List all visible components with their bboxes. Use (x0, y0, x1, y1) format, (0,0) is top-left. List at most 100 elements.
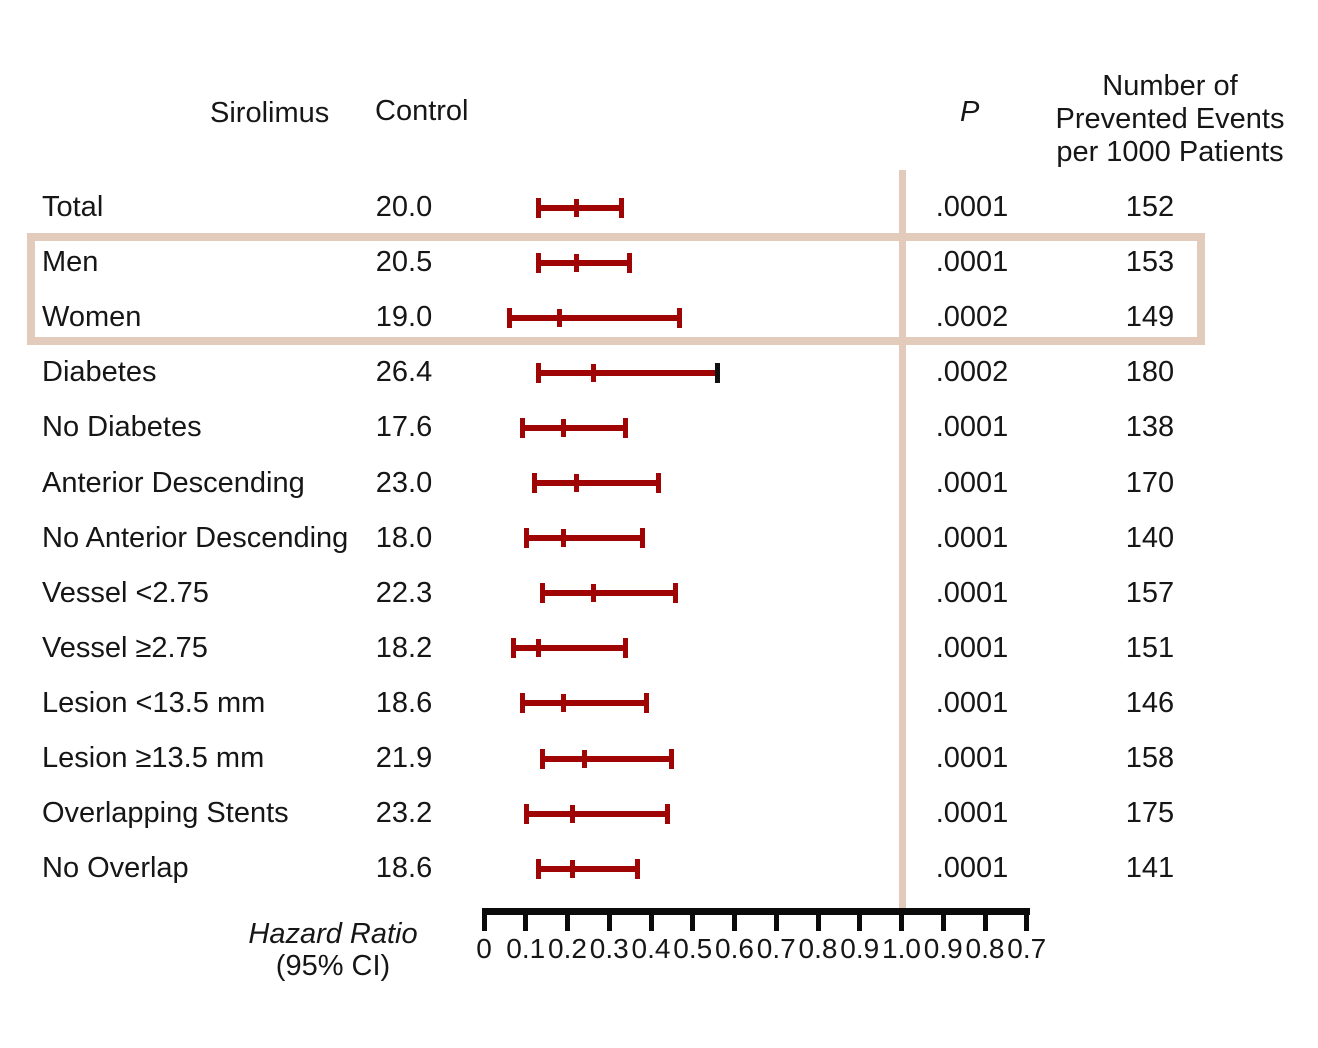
ci-point-tick (561, 529, 567, 548)
x-axis-tick-label: 0.5 (673, 933, 713, 964)
events-value: 141 (1125, 852, 1175, 885)
x-axis-tick (773, 908, 779, 931)
control-value: 19.0 (375, 301, 433, 334)
events-value: 140 (1125, 521, 1175, 554)
x-axis-tick (481, 908, 487, 931)
x-axis-tick (982, 908, 988, 931)
ci-right-cap (656, 473, 662, 493)
ci-left-cap (536, 197, 542, 218)
ci-left-cap (511, 638, 517, 659)
x-axis-tick (648, 908, 654, 931)
ci-left-cap (523, 528, 529, 549)
ci-left-cap (523, 803, 529, 824)
table-row: Women 19.0 .0002 149 (0, 290, 1318, 345)
ci-right-cap (668, 748, 674, 769)
ci-point-tick (582, 749, 588, 768)
column-header-p: P (960, 96, 980, 128)
events-header-line3: per 1000 Patients (1056, 136, 1284, 168)
ci-right-cap (677, 307, 683, 328)
ci-point-tick (573, 253, 579, 272)
p-value: .0001 (935, 852, 1009, 885)
row-label: Lesion ≥13.5 mm (42, 742, 265, 774)
table-row: Overlapping Stents 23.2 .0001 175 (0, 786, 1318, 841)
x-axis-tick (690, 908, 696, 931)
x-axis-tick (606, 908, 612, 931)
table-row: Men 20.5 .0001 153 (0, 235, 1318, 290)
events-value: 157 (1125, 576, 1175, 609)
ci-left-cap (519, 693, 525, 714)
ci-point-tick (557, 308, 563, 327)
ci-left-cap (536, 252, 542, 273)
events-value: 175 (1125, 797, 1175, 830)
ci-point-tick (569, 804, 575, 823)
control-value: 18.6 (375, 852, 433, 885)
table-row: No Diabetes 17.6 .0001 138 (0, 400, 1318, 455)
events-value: 146 (1125, 686, 1175, 719)
p-value: .0001 (935, 246, 1009, 279)
x-axis-tick-label: 0.2 (548, 933, 587, 964)
ci-line (509, 314, 681, 321)
row-label: No Diabetes (42, 411, 202, 444)
table-row: Diabetes 26.4 .0002 180 (0, 345, 1318, 400)
men-women-highlight-box (27, 233, 1205, 345)
row-label: Overlapping Stents (42, 797, 289, 830)
x-axis-tick-label: 0.3 (589, 933, 629, 964)
ci-point-tick (536, 639, 542, 658)
x-axis-tick-label: 0.4 (631, 933, 671, 964)
ci-right-cap (622, 417, 628, 438)
ci-line (542, 755, 672, 762)
ci-point-tick (573, 474, 579, 492)
events-value: 138 (1125, 411, 1175, 444)
table-row: No Overlap 18.6 .0001 141 (0, 841, 1318, 896)
x-axis-tick (1024, 908, 1030, 931)
ci-line (525, 535, 643, 542)
row-label: Anterior Descending (42, 466, 305, 499)
ci-left-cap (536, 362, 542, 383)
x-axis-bar (482, 908, 1030, 915)
x-axis-tick-label: 1.0 (882, 933, 921, 964)
column-header-control: Control (375, 95, 469, 127)
events-value: 152 (1125, 191, 1175, 223)
control-value: 20.0 (375, 191, 433, 223)
row-label: Women (42, 301, 142, 334)
control-value: 23.2 (375, 797, 433, 830)
row-label: No Anterior Descending (42, 521, 349, 554)
events-value: 158 (1125, 742, 1175, 774)
ci-right-cap (714, 362, 720, 383)
p-value: .0001 (935, 521, 1009, 554)
row-label: Vessel ≥2.75 (42, 631, 208, 664)
control-value: 18.2 (375, 631, 433, 664)
x-axis-tick-label: 0.9 (923, 933, 963, 964)
x-axis-tick (565, 908, 570, 931)
p-value: .0002 (935, 301, 1009, 334)
ci-line (538, 369, 718, 376)
p-value: .0001 (935, 576, 1009, 609)
x-axis-tick (523, 908, 529, 931)
p-value: .0001 (935, 797, 1009, 830)
x-axis-tick-label: 0.7 (756, 933, 796, 964)
events-header-line2: Prevented Events (1055, 103, 1285, 135)
control-value: 26.4 (375, 356, 433, 389)
table-row: Vessel ≥2.75 18.2 .0001 151 (0, 621, 1318, 676)
p-value: .0001 (935, 411, 1009, 444)
control-value: 22.3 (375, 576, 433, 609)
row-label: Diabetes (42, 356, 157, 389)
control-value: 18.6 (375, 686, 433, 719)
ci-point-tick (569, 859, 575, 878)
ci-line (538, 204, 622, 211)
ci-line (538, 865, 639, 872)
row-label: No Overlap (42, 852, 189, 885)
axis-caption-line2: (95% CI) (275, 950, 391, 982)
events-value: 180 (1125, 356, 1175, 389)
x-axis-tick (899, 908, 904, 931)
control-value: 17.6 (375, 411, 433, 444)
column-header-sirolimus: Sirolimus (210, 97, 330, 129)
table-row: Vessel <2.75 22.3 .0001 157 (0, 566, 1318, 621)
ci-right-cap (622, 638, 628, 659)
table-row: Total 20.0 .0001 152 (0, 180, 1318, 235)
ci-point-tick (561, 418, 567, 437)
events-value: 149 (1125, 301, 1175, 334)
column-header-events: Number of Prevented Events per 1000 Pati… (1040, 70, 1300, 169)
ci-left-cap (507, 307, 513, 328)
